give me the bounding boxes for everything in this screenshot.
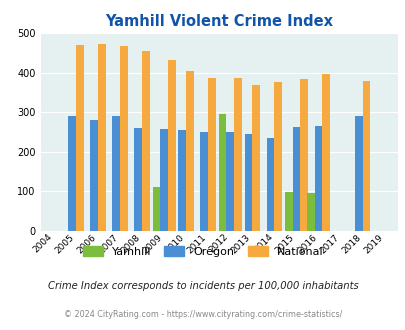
Bar [90,120,98,231]
Bar [112,116,120,231]
Bar [160,129,168,231]
Bar [178,130,186,231]
Title: Yamhill Violent Crime Index: Yamhill Violent Crime Index [105,14,333,29]
Bar [218,114,226,231]
Bar [300,79,307,231]
Bar [208,78,215,231]
Bar [252,85,259,231]
Bar [284,192,292,231]
Bar [314,126,322,231]
Bar [234,78,241,231]
Bar [266,138,274,231]
Bar [120,46,128,231]
Text: © 2024 CityRating.com - https://www.cityrating.com/crime-statistics/: © 2024 CityRating.com - https://www.city… [64,310,341,319]
Text: Crime Index corresponds to incidents per 100,000 inhabitants: Crime Index corresponds to incidents per… [47,281,358,291]
Bar [322,74,329,231]
Bar [168,60,175,231]
Bar [152,187,160,231]
Bar [362,81,369,231]
Bar [354,116,362,231]
Bar [292,127,300,231]
Bar [142,51,149,231]
Bar [186,71,194,231]
Legend: Yamhill, Oregon, National: Yamhill, Oregon, National [83,247,322,257]
Bar [244,134,252,231]
Bar [306,193,314,231]
Bar [76,45,83,231]
Bar [200,132,208,231]
Bar [98,44,105,231]
Bar [68,116,76,231]
Bar [226,132,234,231]
Bar [134,128,142,231]
Bar [274,82,281,231]
